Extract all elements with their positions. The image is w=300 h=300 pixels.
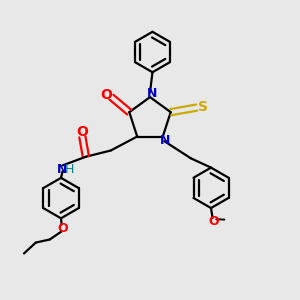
Text: O: O xyxy=(209,214,219,228)
Text: O: O xyxy=(100,88,112,102)
Text: N: N xyxy=(57,163,68,176)
Text: H: H xyxy=(65,163,74,176)
Text: S: S xyxy=(198,100,208,114)
Text: O: O xyxy=(57,222,68,235)
Text: O: O xyxy=(76,125,88,140)
Text: N: N xyxy=(160,134,170,147)
Text: N: N xyxy=(147,87,158,100)
